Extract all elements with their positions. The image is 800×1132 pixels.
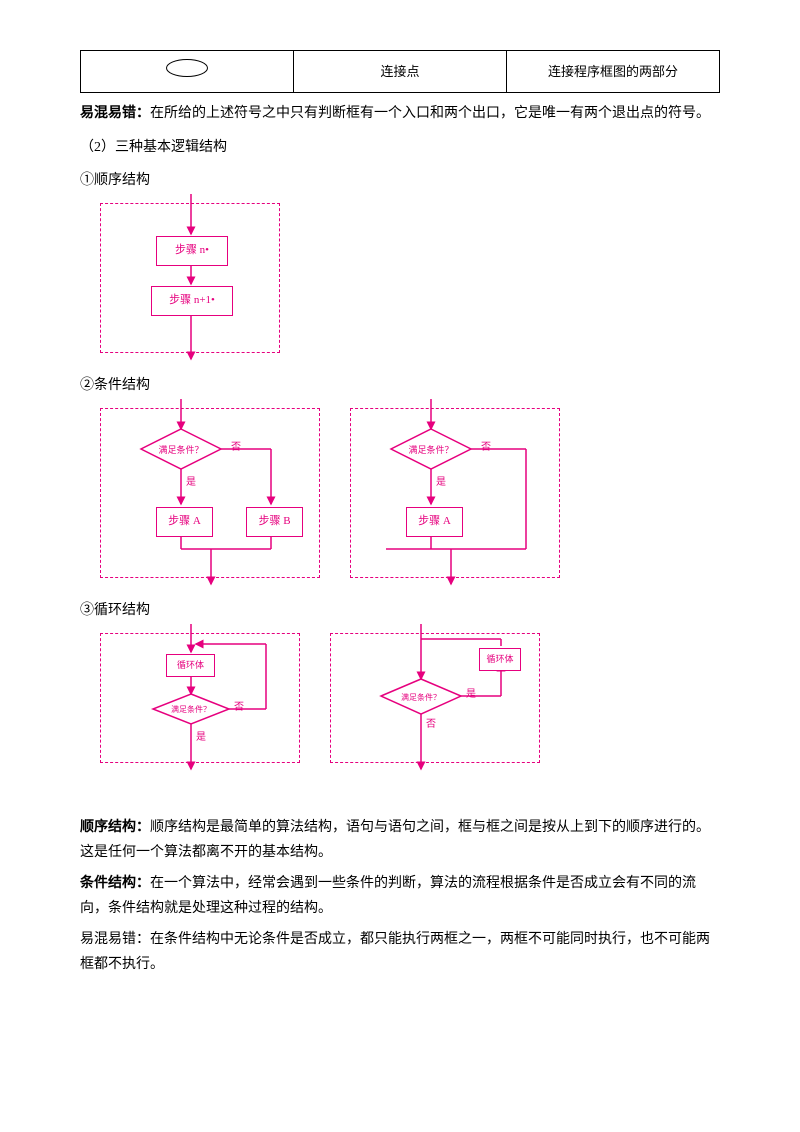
- ellipse-icon: [166, 59, 208, 77]
- svg-text:满足条件？: 满足条件？: [171, 704, 211, 714]
- loop1-body: 循环体: [166, 654, 215, 676]
- struct2-title: ②条件结构: [80, 373, 720, 398]
- loop2-body: 循环体: [479, 648, 521, 670]
- cond2-step-a: 步骤 A: [406, 507, 463, 537]
- seq-box-n: 步骤 n•: [156, 236, 228, 266]
- struct1-title: ①顺序结构: [80, 168, 720, 193]
- loop1-no: 否: [234, 699, 244, 717]
- seq-box-n1: 步骤 n+1•: [151, 286, 233, 316]
- svg-text:满足条件？: 满足条件？: [408, 444, 453, 455]
- connector-table: 连接点 连接程序框图的两部分: [80, 50, 720, 93]
- seq-desc-bold: 顺序结构：: [80, 820, 150, 835]
- cell-name: 连接点: [294, 51, 507, 93]
- struct3-title: ③循环结构: [80, 598, 720, 623]
- cond-step-b: 步骤 B: [246, 507, 303, 537]
- seq-desc: 顺序结构：顺序结构是最简单的算法结构，语句与语句之间，框与框之间是按从上到下的顺…: [80, 815, 720, 865]
- cond-desc: 条件结构：在一个算法中，经常会遇到一些条件的判断，算法的流程根据条件是否成立会有…: [80, 871, 720, 921]
- loop2-yes: 是: [466, 686, 476, 704]
- cell-desc: 连接程序框图的两部分: [507, 51, 720, 93]
- error-note: 易混易错：在所给的上述符号之中只有判断框有一个入口和两个出口，它是唯一有两个退出…: [80, 101, 720, 126]
- error-label: 易混易错：: [80, 106, 150, 121]
- loop-diagrams: 满足条件？ 循环体 否 是 满足条件？ 循环体 是 否: [100, 633, 720, 763]
- heading-structures: （2）三种基本逻辑结构: [80, 135, 720, 160]
- svg-text:满足条件？: 满足条件？: [158, 444, 203, 455]
- loop1-yes: 是: [196, 729, 206, 747]
- cond2-no-label: 否: [481, 439, 491, 457]
- sequence-diagram: 步骤 n• 步骤 n+1•: [100, 203, 720, 353]
- cond-step-a: 步骤 A: [156, 507, 213, 537]
- cond-desc-bold: 条件结构：: [80, 876, 150, 891]
- cond2-yes-label: 是: [436, 474, 446, 492]
- svg-text:满足条件？: 满足条件？: [401, 692, 441, 702]
- loop2-no: 否: [426, 716, 436, 734]
- cond-yes-label: 是: [186, 474, 196, 492]
- condition-diagrams: 满足条件？ 否 是 步骤 A 步骤 B 满足条件？: [100, 408, 720, 578]
- cond-no-label: 否: [231, 439, 241, 457]
- cond-error-note: 易混易错：在条件结构中无论条件是否成立，都只能执行两框之一，两框不可能同时执行，…: [80, 927, 720, 977]
